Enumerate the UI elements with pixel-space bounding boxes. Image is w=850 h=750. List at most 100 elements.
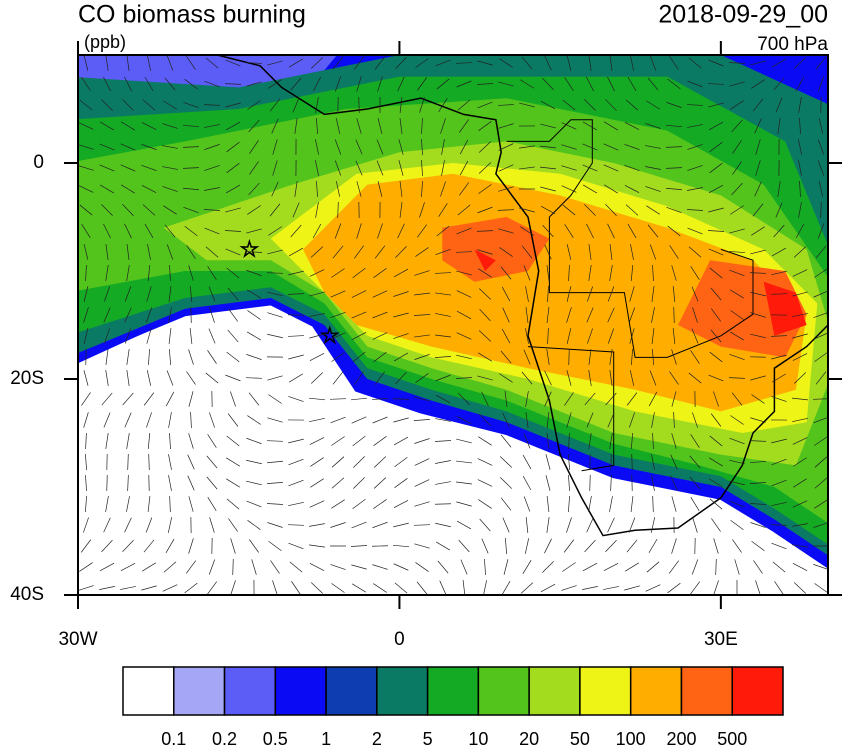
wind-barb bbox=[692, 307, 698, 323]
wind-barb bbox=[372, 564, 388, 570]
wind-barb bbox=[270, 560, 280, 574]
wind-barb bbox=[415, 373, 429, 383]
wind-barb bbox=[309, 417, 325, 423]
wind-barb bbox=[751, 226, 765, 236]
wind-barb bbox=[329, 398, 347, 400]
wind-barb bbox=[83, 244, 89, 260]
wind-barb bbox=[459, 160, 469, 176]
wind-barb bbox=[309, 397, 325, 401]
wind-barb bbox=[462, 580, 466, 595]
wind-barb bbox=[414, 543, 430, 549]
wind-barb bbox=[646, 205, 660, 215]
wind-barb bbox=[584, 392, 596, 406]
wind-barb bbox=[168, 328, 172, 344]
wind-barb bbox=[459, 139, 469, 155]
date: 2018-09-29_00 bbox=[658, 1, 828, 29]
wind-barb bbox=[607, 517, 615, 533]
wind-barb bbox=[542, 224, 554, 238]
wind-barb bbox=[525, 412, 529, 428]
wind-barb bbox=[708, 59, 724, 67]
wind-barb bbox=[588, 55, 592, 71]
wind-barb bbox=[588, 265, 592, 281]
wind-barb bbox=[395, 371, 407, 385]
wind-barb bbox=[249, 161, 259, 175]
wind-barb bbox=[355, 139, 363, 155]
wind-barb bbox=[626, 392, 638, 406]
wind-barb bbox=[226, 267, 240, 279]
wind-barb bbox=[792, 437, 808, 445]
wind-barb bbox=[818, 181, 824, 197]
wind-barb bbox=[435, 59, 451, 67]
wind-barb bbox=[566, 412, 572, 428]
wind-barb bbox=[609, 433, 613, 449]
wind-barb bbox=[290, 77, 302, 91]
wind-barb bbox=[251, 559, 257, 575]
wind-barb bbox=[438, 203, 448, 217]
colorbar-label: 1 bbox=[321, 729, 331, 749]
wind-barb bbox=[799, 117, 801, 135]
wind-barb bbox=[498, 143, 514, 151]
wind-barb bbox=[771, 58, 787, 68]
wind-barb bbox=[207, 497, 217, 511]
wind-barb bbox=[226, 141, 240, 153]
wind-barb bbox=[755, 160, 761, 176]
wind-barb bbox=[351, 311, 367, 319]
wind-barb bbox=[435, 313, 451, 317]
wind-barb bbox=[498, 164, 514, 172]
wind-barb bbox=[393, 563, 409, 571]
wind-barb bbox=[164, 77, 176, 91]
wind-barb bbox=[393, 417, 409, 423]
wind-barb bbox=[773, 224, 785, 238]
wind-barb bbox=[246, 437, 262, 445]
wind-barb bbox=[610, 474, 612, 492]
wind-barb bbox=[290, 224, 302, 238]
wind-barb bbox=[671, 433, 677, 449]
colorbar-box bbox=[122, 666, 175, 716]
wind-barb bbox=[332, 371, 344, 385]
wind-barb bbox=[249, 539, 259, 553]
wind-barb bbox=[460, 559, 468, 575]
wind-barb bbox=[728, 251, 746, 253]
wind-barb bbox=[372, 332, 388, 340]
wind-barb bbox=[792, 523, 808, 527]
wind-barb bbox=[291, 581, 301, 595]
wind-barb bbox=[227, 287, 239, 301]
wind-barb bbox=[586, 286, 594, 302]
wind-barb bbox=[795, 223, 805, 239]
wind-barb bbox=[629, 370, 635, 386]
wind-barb bbox=[226, 351, 240, 363]
wind-barb bbox=[564, 224, 574, 238]
wind-barb bbox=[397, 223, 405, 239]
wind-barb bbox=[85, 474, 87, 492]
wind-barb bbox=[312, 223, 322, 239]
wind-barb bbox=[288, 270, 304, 276]
wind-barb bbox=[584, 539, 596, 553]
colorbar-label: 500 bbox=[717, 729, 747, 749]
wind-barb bbox=[207, 434, 217, 448]
wind-barb bbox=[288, 458, 304, 466]
wind-barb bbox=[732, 140, 742, 154]
wind-barb bbox=[502, 412, 510, 428]
wind-barb bbox=[372, 416, 388, 424]
wind-barb bbox=[103, 412, 111, 428]
wind-barb bbox=[568, 453, 570, 471]
wind-barb bbox=[266, 503, 284, 505]
wind-barb bbox=[372, 311, 388, 319]
wind-barb bbox=[501, 580, 511, 595]
wind-barb bbox=[204, 124, 220, 128]
wind-barb bbox=[771, 373, 787, 383]
wind-barb bbox=[351, 416, 367, 424]
wind-barb bbox=[292, 202, 300, 218]
wind-barb bbox=[792, 417, 808, 423]
wind-barb bbox=[228, 518, 238, 532]
wind-barb bbox=[477, 101, 493, 109]
lat-tick-label: 0 bbox=[33, 152, 44, 173]
wind-barb bbox=[376, 139, 384, 155]
wind-barb bbox=[672, 328, 676, 344]
wind-barb bbox=[647, 77, 659, 91]
wind-barb bbox=[669, 371, 679, 385]
wind-barb bbox=[479, 413, 491, 427]
wind-barb bbox=[146, 286, 152, 302]
wind-barb bbox=[267, 333, 283, 339]
